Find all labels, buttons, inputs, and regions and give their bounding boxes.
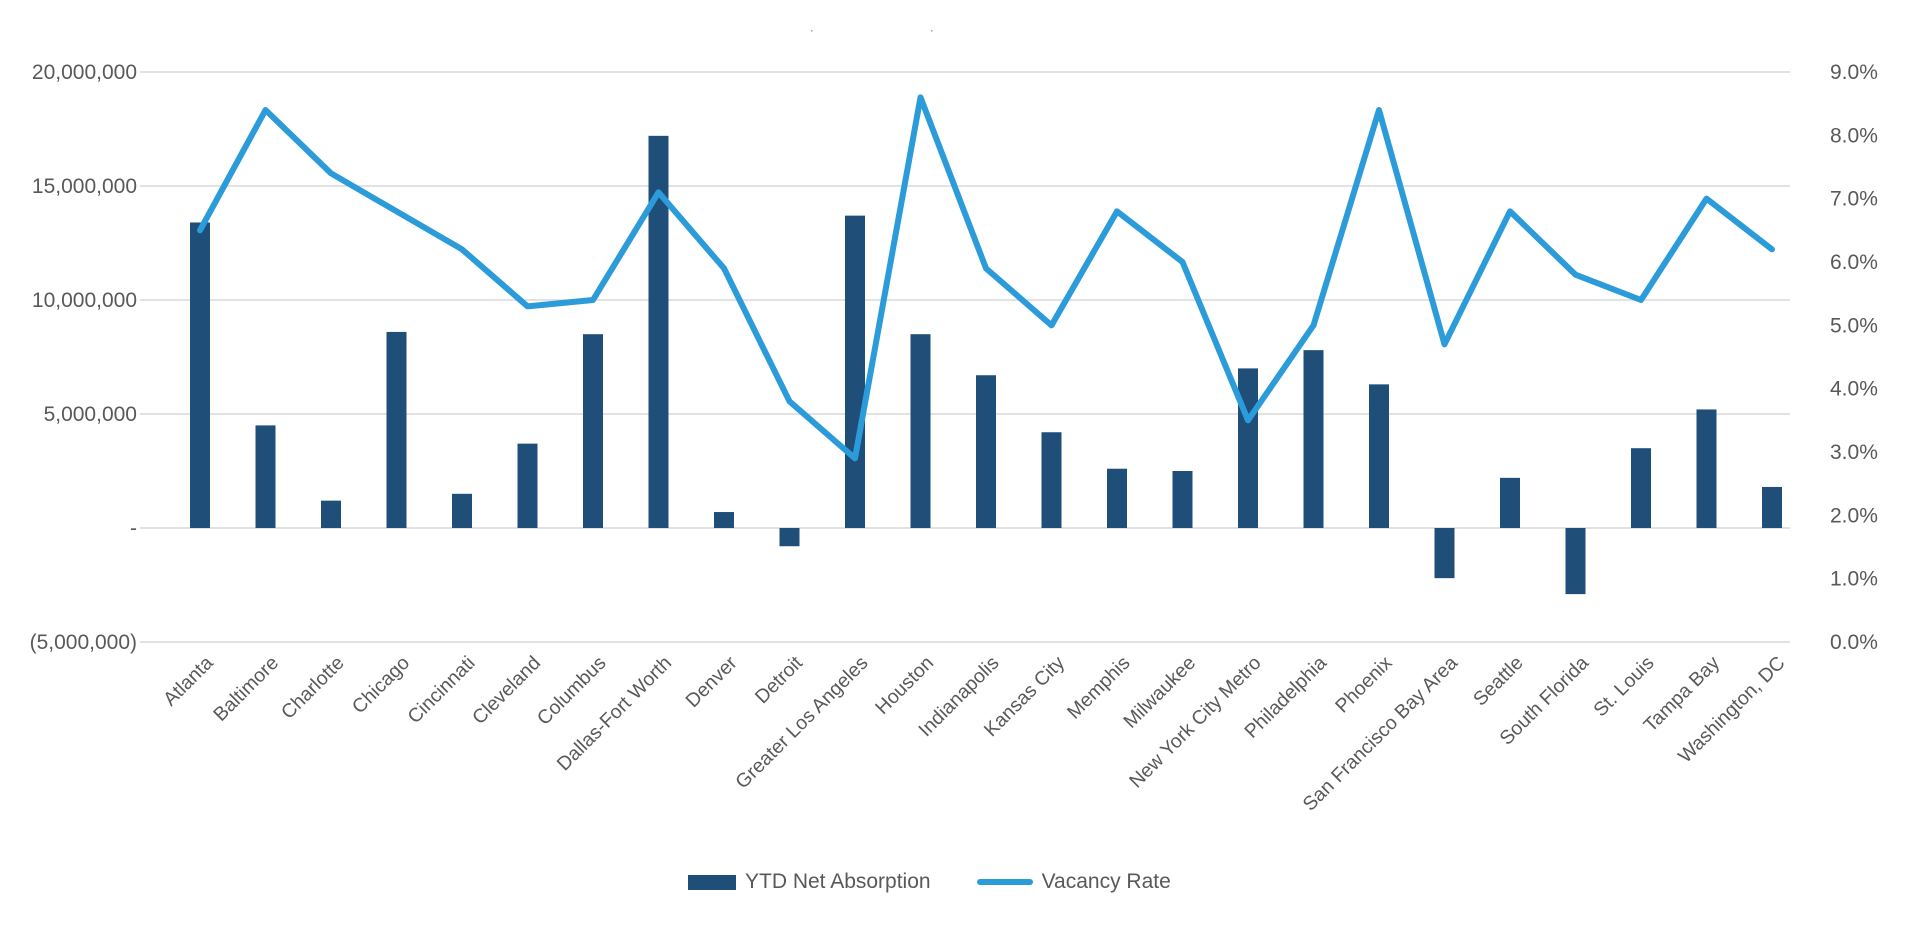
ytd-net-absorption-bar xyxy=(1107,468,1127,528)
ytd-net-absorption-bar xyxy=(583,334,603,528)
x-axis-label: Greater Los Angeles xyxy=(731,652,872,793)
left-axis-tick-label: 10,000,000 xyxy=(32,289,137,312)
legend-item-ytd-net-absorption: YTD Net Absorption xyxy=(688,870,931,894)
ytd-net-absorption-bar xyxy=(452,493,472,528)
legend-label: YTD Net Absorption xyxy=(745,870,931,893)
ytd-net-absorption-bar xyxy=(714,512,734,528)
right-axis-tick-label: 0.0% xyxy=(1830,631,1878,654)
x-axis-label: Seattle xyxy=(1469,652,1527,710)
ytd-net-absorption-bar xyxy=(1369,384,1389,528)
ytd-net-absorption-bar xyxy=(1172,471,1193,528)
line-series-swatch xyxy=(976,879,1033,885)
left-axis-tick-label: 15,000,000 xyxy=(32,175,137,198)
vacancy-rate-line xyxy=(197,94,1775,462)
ytd-net-absorption-bar xyxy=(190,222,210,529)
x-axis-label: Dallas-Fort Worth xyxy=(553,652,676,775)
ytd-net-absorption-bar xyxy=(1565,528,1586,595)
ytd-net-absorption-bar xyxy=(1434,528,1455,579)
ytd-net-absorption-bar xyxy=(1041,432,1062,528)
right-axis-tick-label: 6.0% xyxy=(1830,251,1878,274)
x-axis-label: Charlotte xyxy=(277,652,349,724)
right-axis-tick-label: 5.0% xyxy=(1830,314,1878,337)
ytd-net-absorption-bar xyxy=(255,425,276,528)
legend-label: Vacancy Rate xyxy=(1041,870,1171,893)
legend-item-vacancy-rate: Vacancy Rate xyxy=(976,870,1171,894)
x-axis-label: Phoenix xyxy=(1331,652,1397,718)
ytd-net-absorption-bar xyxy=(321,500,341,528)
chart-legend: YTD Net Absorption Vacancy Rate xyxy=(688,870,1171,894)
ytd-net-absorption-bar xyxy=(1696,409,1717,528)
right-axis-tick-label: 9.0% xyxy=(1830,61,1878,84)
right-axis-tick-label: 3.0% xyxy=(1830,441,1878,464)
left-axis-tick-label: 20,000,000 xyxy=(32,61,137,84)
x-axis-label: Baltimore xyxy=(209,652,283,726)
x-axis-label: Houston xyxy=(871,652,938,719)
x-axis-label: Cincinnati xyxy=(403,652,479,728)
x-axis-label: Chicago xyxy=(348,652,414,718)
left-axis-tick-label: (5,000,000) xyxy=(30,631,137,654)
x-axis-label: Atlanta xyxy=(159,652,218,711)
bar-series-swatch xyxy=(688,874,736,890)
x-axis-label: Denver xyxy=(682,652,742,712)
ytd-net-absorption-bar xyxy=(1500,477,1520,528)
ytd-net-absorption-bar xyxy=(1238,368,1258,528)
ytd-net-absorption-bar xyxy=(1762,486,1782,528)
ytd-net-absorption-bar xyxy=(910,334,931,528)
ytd-net-absorption-bar xyxy=(1303,350,1324,528)
ytd-net-absorption-bar xyxy=(845,215,865,528)
ytd-net-absorption-bar xyxy=(517,443,538,528)
ytd-net-absorption-bar xyxy=(386,331,407,528)
ytd-net-absorption-bar xyxy=(779,528,800,547)
right-axis-tick-label: 4.0% xyxy=(1830,378,1878,401)
ytd-net-absorption-bar xyxy=(648,135,669,528)
right-axis-tick-label: 2.0% xyxy=(1830,504,1878,527)
ytd-net-absorption-bar xyxy=(976,375,996,528)
left-axis-tick-label: 5,000,000 xyxy=(44,403,137,426)
x-axis-label: Cleveland xyxy=(468,652,545,729)
right-axis-tick-label: 7.0% xyxy=(1830,188,1878,211)
x-axis-label: Detroit xyxy=(751,652,808,709)
ytd-net-absorption-bar xyxy=(1631,448,1651,528)
right-axis-tick-label: 1.0% xyxy=(1830,568,1878,591)
right-axis-tick-label: 8.0% xyxy=(1830,124,1878,147)
left-axis-tick-label: - xyxy=(130,517,137,540)
